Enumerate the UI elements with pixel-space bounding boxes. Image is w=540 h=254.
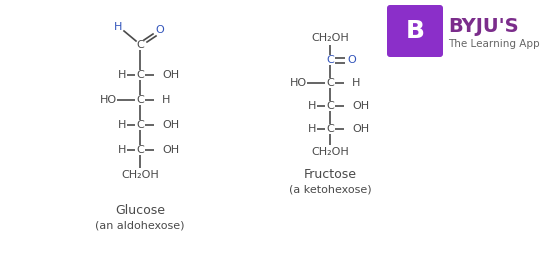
- Text: H: H: [162, 95, 171, 105]
- Text: O: O: [156, 25, 164, 35]
- Text: C: C: [326, 124, 334, 134]
- Text: C: C: [136, 40, 144, 50]
- Text: C: C: [136, 120, 144, 130]
- Text: H: H: [118, 70, 126, 80]
- Text: CH₂OH: CH₂OH: [311, 147, 349, 157]
- Text: CH₂OH: CH₂OH: [121, 170, 159, 180]
- Text: C: C: [136, 95, 144, 105]
- Text: C: C: [326, 101, 334, 111]
- Text: B: B: [406, 19, 424, 43]
- Text: C: C: [326, 55, 334, 65]
- Text: BYJU'S: BYJU'S: [448, 17, 518, 36]
- Text: OH: OH: [352, 124, 369, 134]
- Text: H: H: [308, 101, 316, 111]
- Text: CH₂OH: CH₂OH: [311, 33, 349, 43]
- Text: C: C: [136, 70, 144, 80]
- Text: H: H: [114, 22, 122, 32]
- Text: OH: OH: [352, 101, 369, 111]
- Text: C: C: [326, 78, 334, 88]
- Text: C: C: [136, 145, 144, 155]
- Text: H: H: [308, 124, 316, 134]
- Text: H: H: [118, 120, 126, 130]
- Text: HO: HO: [99, 95, 117, 105]
- Text: HO: HO: [289, 78, 307, 88]
- Text: OH: OH: [162, 70, 179, 80]
- Text: O: O: [348, 55, 356, 65]
- Text: Glucose: Glucose: [115, 203, 165, 216]
- Text: H: H: [118, 145, 126, 155]
- Text: Fructose: Fructose: [303, 168, 356, 182]
- Text: (an aldohexose): (an aldohexose): [95, 220, 185, 230]
- Text: H: H: [352, 78, 360, 88]
- FancyBboxPatch shape: [387, 5, 443, 57]
- Text: OH: OH: [162, 120, 179, 130]
- Text: (a ketohexose): (a ketohexose): [289, 185, 372, 195]
- Text: The Learning App: The Learning App: [448, 39, 539, 49]
- Text: OH: OH: [162, 145, 179, 155]
